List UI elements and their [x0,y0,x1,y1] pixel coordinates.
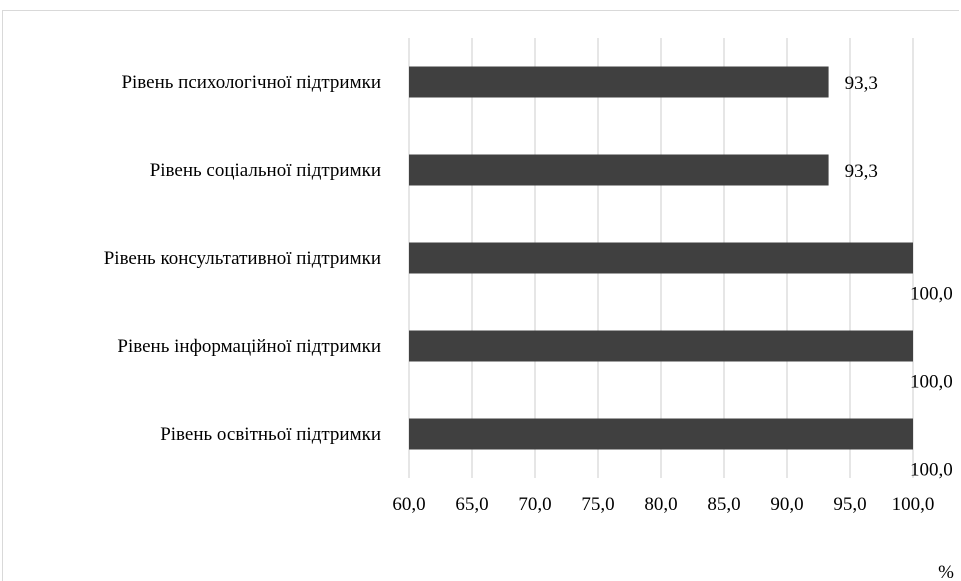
x-tick-labels: 60,0 65,0 70,0 75,0 80,0 85,0 90,0 95,0 100,0 [392,494,934,515]
bar [409,154,829,186]
chart-frame [2,10,959,581]
x-tick-label: 85,0 [707,494,740,515]
category-label: Рівень психологічної підтримки [121,72,381,93]
bar [409,66,829,98]
category-label: Рівень соціальної підтримки [150,160,381,181]
data-label: 93,3 [845,73,878,94]
x-axis-unit-label: % [938,562,954,581]
bar [409,330,913,362]
x-tick-label: 90,0 [770,494,803,515]
data-label: 100,0 [910,372,953,393]
x-tick-label: 70,0 [518,494,551,515]
x-tick-label: 95,0 [833,494,866,515]
x-tick-label: 60,0 [392,494,425,515]
category-labels: Рівень психологічної підтримки Рівень соц… [104,72,381,445]
bar [409,418,913,450]
data-labels: 93,3 93,3 100,0 100,0 100,0 [845,73,953,481]
x-tick-label: 80,0 [644,494,677,515]
x-tick-label: 65,0 [455,494,488,515]
data-label: 100,0 [910,460,953,481]
x-tick-label: 75,0 [581,494,614,515]
data-label: 100,0 [910,284,953,305]
bar [409,242,913,274]
category-label: Рівень інформаційної підтримки [117,336,381,357]
bars [409,66,913,450]
x-tick-label: 100,0 [892,494,935,515]
category-label: Рівень освітньої підтримки [160,424,381,445]
category-label: Рівень консультативної підтримки [104,248,381,269]
data-label: 93,3 [845,161,878,182]
